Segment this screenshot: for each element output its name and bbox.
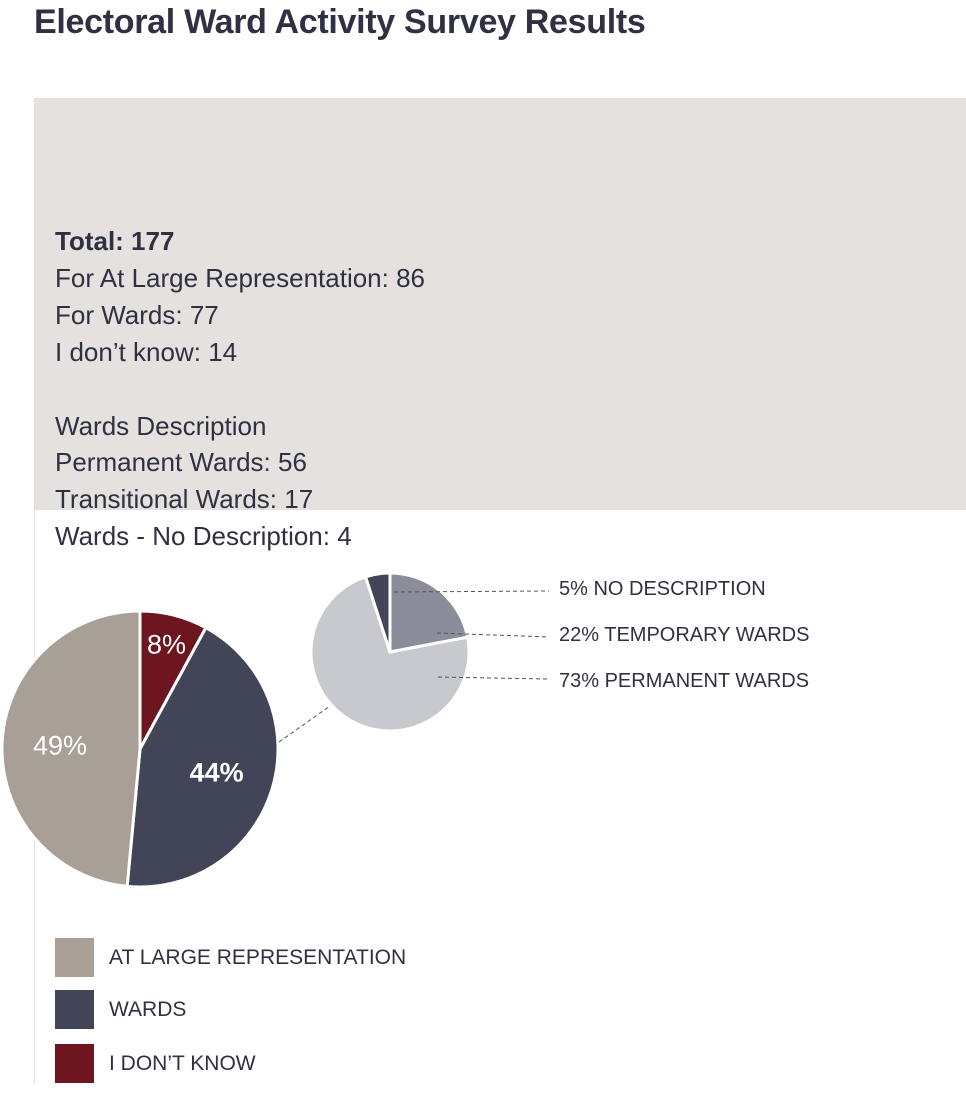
- summary-panel: Total: 177 For At Large Representation: …: [34, 98, 966, 551]
- summary-at-large: For At Large Representation: 86: [55, 263, 426, 293]
- main-pie-label-wards: 44%: [190, 757, 244, 787]
- legend-swatch-dont-know: [55, 1044, 94, 1083]
- sub-pie-slice-22-temporary-wards: [388, 571, 470, 654]
- wards-breakdown-label-22-temporary-wards: 22% TEMPORARY WARDS: [559, 624, 809, 646]
- wards-breakdown-label-73-permanent-wards: 73% PERMANENT WARDS: [559, 670, 809, 692]
- sub-pie-slice-73-permanent-wards: [309, 574, 471, 733]
- leader-line-5-no-description: [393, 590, 550, 593]
- main-pie-label-at-large-representation: 49%: [33, 730, 87, 760]
- legend-label-at-large: AT LARGE REPRESENTATION: [109, 946, 407, 969]
- leader-line-73-permanent-wards: [437, 676, 550, 680]
- main-pie-slice-at-large-representation: [0, 609, 142, 889]
- main-pie-slice-wards: [125, 625, 280, 889]
- wards-breakdown-labels: 5% NO DESCRIPTION 22% TEMPORARY WARDS 73% …: [393, 578, 809, 692]
- chart-title: Electoral Ward Activity Survey Results: [34, 3, 646, 41]
- main-pie: 8% 44% 49%: [0, 609, 280, 889]
- sub-pie-slice-5-no-description: [363, 571, 392, 653]
- summary-wards-heading: Wards Description: [55, 411, 267, 441]
- legend-label-wards: WARDS: [109, 998, 187, 1021]
- zoom-connector-line: [278, 705, 331, 743]
- legend-swatch-wards: [55, 990, 94, 1029]
- main-pie-label-i-don-t-know: 8%: [147, 630, 186, 660]
- legend-label-dont-know: I DON’T KNOW: [109, 1052, 256, 1075]
- summary-no-description: Wards - No Description: 4: [55, 521, 352, 551]
- summary-total: Total: 177: [55, 226, 175, 256]
- summary-wards: For Wards: 77: [55, 300, 219, 330]
- legend-swatch-at-large: [55, 938, 94, 977]
- summary-permanent: Permanent Wards: 56: [55, 447, 307, 477]
- summary-transitional: Transitional Wards: 17: [55, 484, 314, 514]
- wards-breakdown-label-5-no-description: 5% NO DESCRIPTION: [559, 578, 766, 600]
- summary-dont-know: I don’t know: 14: [55, 337, 238, 367]
- leader-line-22-temporary-wards: [436, 632, 550, 638]
- wards-breakdown-pie: [309, 571, 471, 733]
